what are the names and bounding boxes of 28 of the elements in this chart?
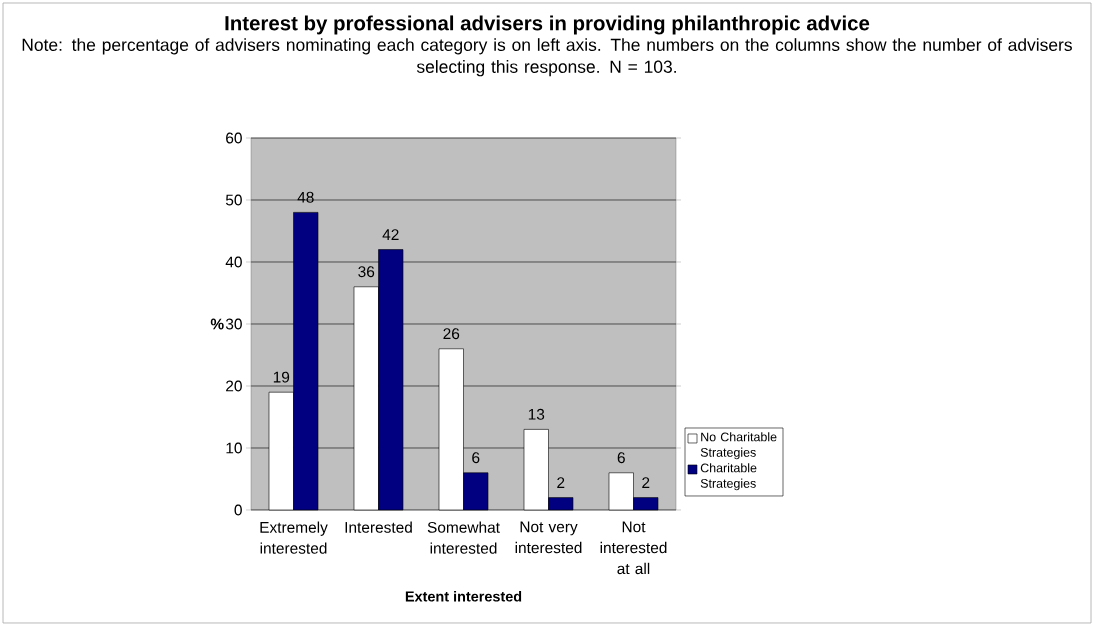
y-tick-label: 40 — [225, 256, 242, 268]
data-label: 13 — [528, 408, 545, 420]
legend-label: No Charitable Strategies — [700, 432, 777, 460]
data-label: 48 — [297, 191, 314, 203]
data-label: 2 — [557, 477, 565, 488]
y-tick-label: 60 — [226, 132, 242, 144]
data-label: 6 — [472, 452, 480, 464]
data-label: 19 — [273, 371, 290, 383]
data-label: 42 — [382, 229, 399, 240]
data-label: 36 — [358, 266, 375, 278]
y-tick-label: 50 — [225, 194, 242, 206]
legend-label: Charitable Strategies — [700, 463, 757, 491]
chart-subtitle: Note: the percentage of advisers nominating each category is on left axis. The numbers on the columns show the number of advisers selecting this response. N = 103. — [22, 38, 1072, 77]
y-tick-label: 30 — [225, 318, 242, 330]
y-tick-label: 20 — [226, 380, 242, 392]
data-label: 6 — [617, 452, 625, 464]
x-tick-label: Somewhat interested — [427, 521, 500, 554]
y-tick-label: 10 — [226, 442, 242, 454]
x-axis-title: Extent interested — [405, 590, 522, 602]
y-tick-label: 0 — [234, 504, 242, 516]
x-tick-label: Not interested at all — [600, 521, 667, 575]
data-label: 2 — [642, 477, 650, 488]
x-tick-label: Not very interested — [515, 521, 582, 554]
chart-title: Interest by professional advisers in providing philanthropic advice — [225, 15, 870, 35]
y-axis-title: % — [210, 318, 224, 330]
data-label: 26 — [443, 328, 460, 340]
x-tick-label: Interested — [345, 521, 412, 533]
x-tick-label: Extremely interested — [260, 521, 328, 554]
